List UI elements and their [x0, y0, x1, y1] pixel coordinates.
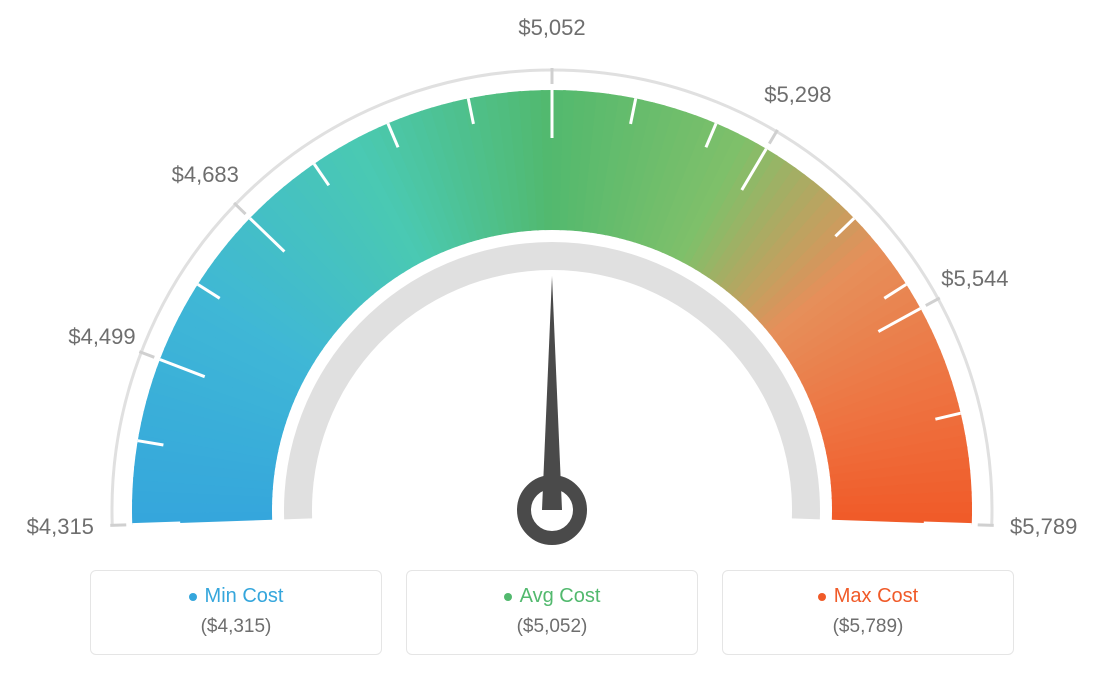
- legend-dot-icon: [504, 593, 512, 601]
- legend-card-avg: Avg Cost ($5,052): [406, 570, 698, 655]
- gauge-svg: [40, 20, 1064, 560]
- legend-title-text: Avg Cost: [520, 585, 601, 608]
- legend-value: ($5,052): [425, 616, 679, 638]
- gauge-needle: [542, 276, 562, 510]
- legend-value: ($5,789): [741, 616, 995, 638]
- legend-title-text: Max Cost: [834, 585, 918, 608]
- legend-row: Min Cost ($4,315) Avg Cost ($5,052) Max Cost…: [90, 570, 1014, 655]
- gauge-tick-label: $5,298: [764, 82, 831, 108]
- legend-value: ($4,315): [109, 616, 363, 638]
- legend-title: Avg Cost: [504, 585, 601, 608]
- gauge-tick-label: $4,683: [172, 162, 239, 188]
- gauge-tick-label: $4,315: [27, 514, 94, 540]
- legend-card-max: Max Cost ($5,789): [722, 570, 1014, 655]
- legend-title-text: Min Cost: [205, 585, 284, 608]
- gauge-tick-label: $4,499: [68, 324, 135, 350]
- legend-dot-icon: [818, 593, 826, 601]
- legend-dot-icon: [189, 593, 197, 601]
- legend-title: Max Cost: [818, 585, 918, 608]
- gauge-tick-label: $5,052: [518, 15, 585, 41]
- legend-card-min: Min Cost ($4,315): [90, 570, 382, 655]
- gauge-chart: $4,315$4,499$4,683$5,052$5,298$5,544$5,7…: [40, 20, 1064, 560]
- legend-title: Min Cost: [189, 585, 284, 608]
- gauge-tick-label: $5,789: [1010, 514, 1077, 540]
- cost-gauge-container: $4,315 $4,499 $4,683 $5,052 $5,298 $5,544 $5,7…: [0, 0, 1104, 690]
- gauge-tick-label: $5,544: [941, 266, 1008, 292]
